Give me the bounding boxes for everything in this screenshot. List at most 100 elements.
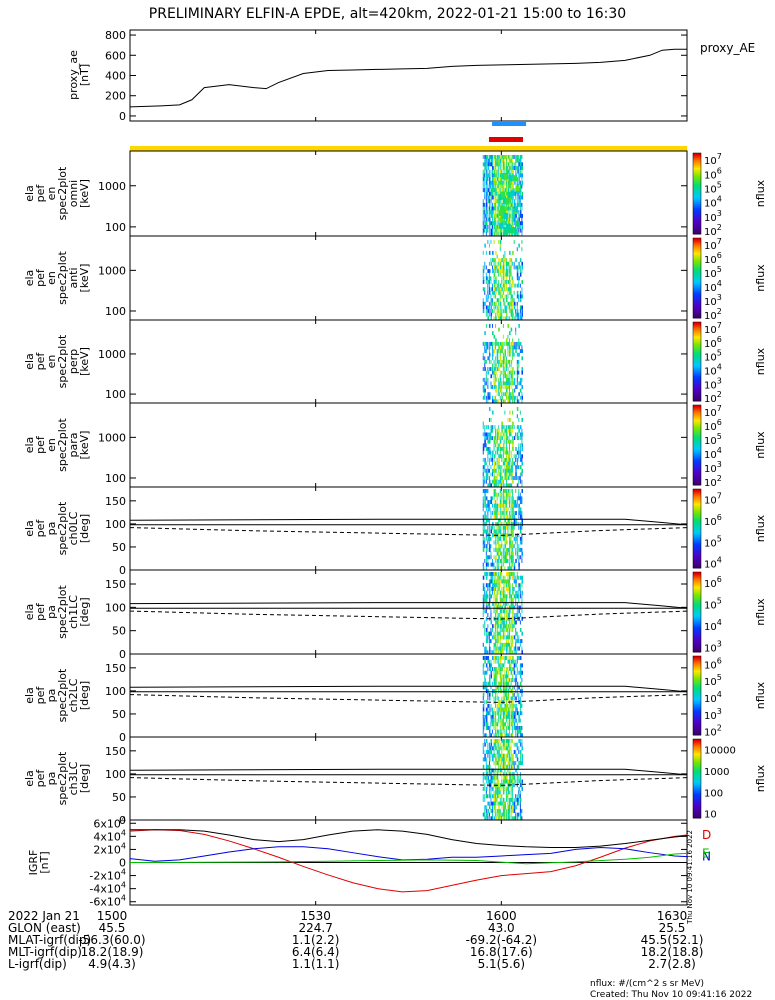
spectrogram-cell	[498, 742, 500, 747]
colorbar-cell	[693, 520, 701, 524]
spectrogram-cell	[493, 468, 496, 473]
spectrogram-cell	[499, 206, 502, 211]
spectrogram-cell	[505, 703, 508, 708]
spectrogram-cell	[495, 761, 497, 766]
spectrogram-cell	[512, 692, 514, 697]
spectrogram-cell	[485, 166, 487, 171]
spectrogram-cell	[505, 472, 507, 477]
spectrogram-cell	[485, 551, 487, 556]
spectrogram-cell	[509, 210, 510, 215]
spectrogram-cell	[502, 586, 505, 591]
colorbar-cell	[693, 357, 701, 361]
spectrogram-cell	[495, 801, 497, 806]
spectrogram-cell	[505, 678, 507, 683]
spectrogram-cell	[488, 407, 491, 411]
spectrogram-cell	[488, 217, 491, 222]
colorbar-cell	[693, 610, 701, 613]
spectrogram-cell	[495, 667, 497, 672]
spectrogram-cell	[510, 217, 512, 222]
colorbar-cell	[693, 252, 701, 255]
spectrogram-cell	[482, 217, 484, 222]
spectrogram-cell	[493, 768, 495, 773]
colorbar-cell	[693, 646, 701, 649]
spectrogram-cell	[504, 812, 506, 817]
colorbar-cell	[693, 594, 701, 597]
spectrogram-cell	[490, 794, 492, 799]
spectrogram-cell	[490, 620, 493, 625]
spectrogram-cell	[512, 507, 514, 512]
spectrogram-cell	[509, 566, 511, 571]
spectrogram-cell	[485, 155, 488, 159]
colorbar-cell	[693, 608, 701, 611]
spectrogram-cell	[501, 385, 503, 389]
spectrogram-cell	[496, 786, 499, 791]
spectrogram-cell	[493, 199, 495, 204]
spectrogram-cell	[501, 703, 503, 708]
spectrogram-cell	[488, 457, 490, 462]
colorbar-cell	[693, 725, 701, 728]
spectrogram-cell	[501, 635, 503, 640]
spectrogram-cell	[482, 670, 484, 675]
spectrogram-cell	[518, 558, 520, 563]
spectrogram-cell	[493, 590, 496, 595]
spectrogram-cell	[504, 356, 506, 361]
spectrogram-cell	[488, 180, 491, 185]
spectrogram-cell	[493, 650, 495, 655]
spectrogram-cell	[499, 681, 502, 686]
spectrogram-cell	[513, 199, 516, 204]
y-tick-label: 600	[105, 49, 126, 62]
spectrogram-cell	[485, 472, 488, 477]
spectrogram-cell	[482, 287, 485, 292]
spectrogram-cell	[492, 656, 494, 660]
spectrogram-cell	[498, 547, 500, 552]
footer-row-label: GLON (east)	[8, 921, 81, 935]
colorbar-cell	[693, 494, 701, 498]
spectrogram-cell	[498, 283, 500, 288]
spectrogram-cell	[498, 646, 500, 651]
axis-label: [deg]	[78, 764, 91, 793]
spectrogram-cell	[495, 583, 497, 588]
spectrogram-cell	[498, 816, 500, 821]
spectrogram-cell	[505, 650, 507, 655]
spectrogram-cell	[488, 681, 491, 686]
spectrogram-cell	[510, 221, 512, 226]
colorbar-cell	[693, 504, 701, 508]
spectrogram-cell	[499, 613, 501, 618]
colorbar-cell	[693, 302, 701, 305]
spectrogram-cell	[502, 779, 505, 784]
spectrogram-cell	[496, 177, 499, 182]
spectrogram-cell	[493, 169, 496, 174]
spectrogram-cell	[493, 280, 496, 284]
spectrogram-cell	[509, 425, 511, 430]
colorbar-cell	[693, 171, 701, 174]
spectrogram-cell	[490, 536, 492, 541]
spectrogram-cell	[507, 305, 509, 310]
y-tick-label: 50	[112, 541, 126, 554]
colorbar-label: nflux	[754, 514, 767, 542]
spectrogram-cell	[498, 158, 500, 163]
spectrogram-cell	[518, 177, 520, 182]
spectrogram-cell	[505, 656, 507, 660]
spectrogram-cell	[515, 594, 517, 599]
spectrogram-cell	[512, 696, 514, 701]
axis-label: ela	[23, 353, 36, 370]
spectrogram-cell	[515, 195, 517, 200]
spectrogram-cell	[509, 605, 511, 610]
spectrogram-cell	[505, 685, 507, 690]
spectrogram-cell	[509, 287, 511, 292]
spectrogram-cell	[502, 447, 504, 451]
spectrogram-cell	[515, 489, 517, 493]
spectrogram-cell	[504, 450, 506, 455]
spectrogram-cell	[498, 312, 500, 317]
spectrogram-cell	[499, 312, 502, 317]
spectrogram-cell	[482, 794, 484, 799]
spectrogram-cell	[505, 764, 508, 769]
spectrogram-cell	[484, 816, 486, 821]
spectrogram-cell	[495, 692, 497, 697]
spectrogram-cell	[487, 367, 489, 371]
spectrogram-cell	[498, 779, 500, 784]
spectrogram-cell	[493, 586, 496, 591]
colorbar-cell	[693, 528, 701, 531]
spectrogram-cell	[485, 536, 487, 541]
spectrogram-cell	[513, 772, 515, 777]
